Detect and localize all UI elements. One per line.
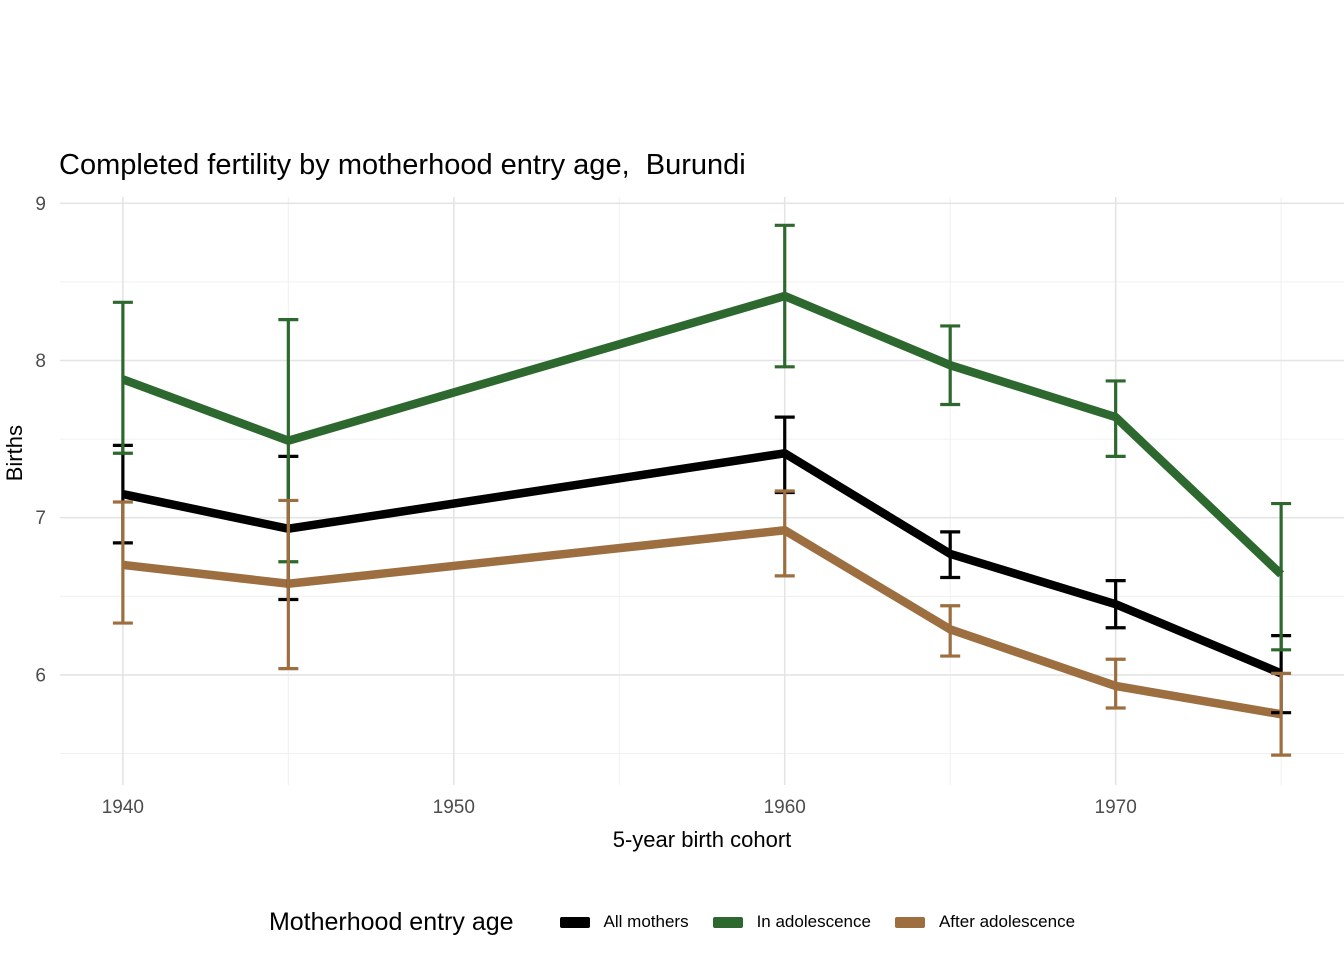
legend-swatch	[894, 916, 925, 928]
y-axis-title: Births	[2, 425, 27, 482]
y-tick-label: 9	[35, 194, 46, 215]
legend-title: Motherhood entry age	[268, 907, 514, 936]
x-tick-label: 1960	[764, 797, 806, 818]
legend-item-label: After adolescence	[938, 912, 1076, 931]
legend-item-after-adolescence: After adolescence	[894, 912, 1076, 932]
legend-item-label: In adolescence	[756, 912, 871, 931]
legend-swatch	[712, 916, 743, 928]
legend-item-in-adolescence: In adolescence	[712, 912, 871, 932]
series-line-after-adolescence	[122, 525, 1282, 719]
legend: Motherhood entry age All mothers In adole…	[0, 898, 1344, 946]
series-line-all-mothers	[122, 448, 1283, 678]
x-tick-label: 1940	[102, 797, 144, 818]
legend-item-label: All mothers	[603, 912, 689, 931]
y-tick-label: 7	[35, 508, 46, 529]
legend-items: All mothers In adolescence After adolescen…	[536, 912, 1076, 932]
x-tick-label: 1950	[433, 797, 475, 818]
x-tick-label: 1970	[1095, 797, 1137, 818]
y-tick-label: 6	[35, 665, 46, 686]
legend-swatch	[559, 916, 590, 928]
series-line-in-adolescence	[121, 291, 1285, 578]
y-tick-label: 8	[35, 351, 46, 372]
legend-item-all-mothers: All mothers	[559, 912, 689, 932]
chart-title: Completed fertility by motherhood entry …	[59, 149, 746, 181]
x-axis-title: 5-year birth cohort	[612, 827, 792, 852]
